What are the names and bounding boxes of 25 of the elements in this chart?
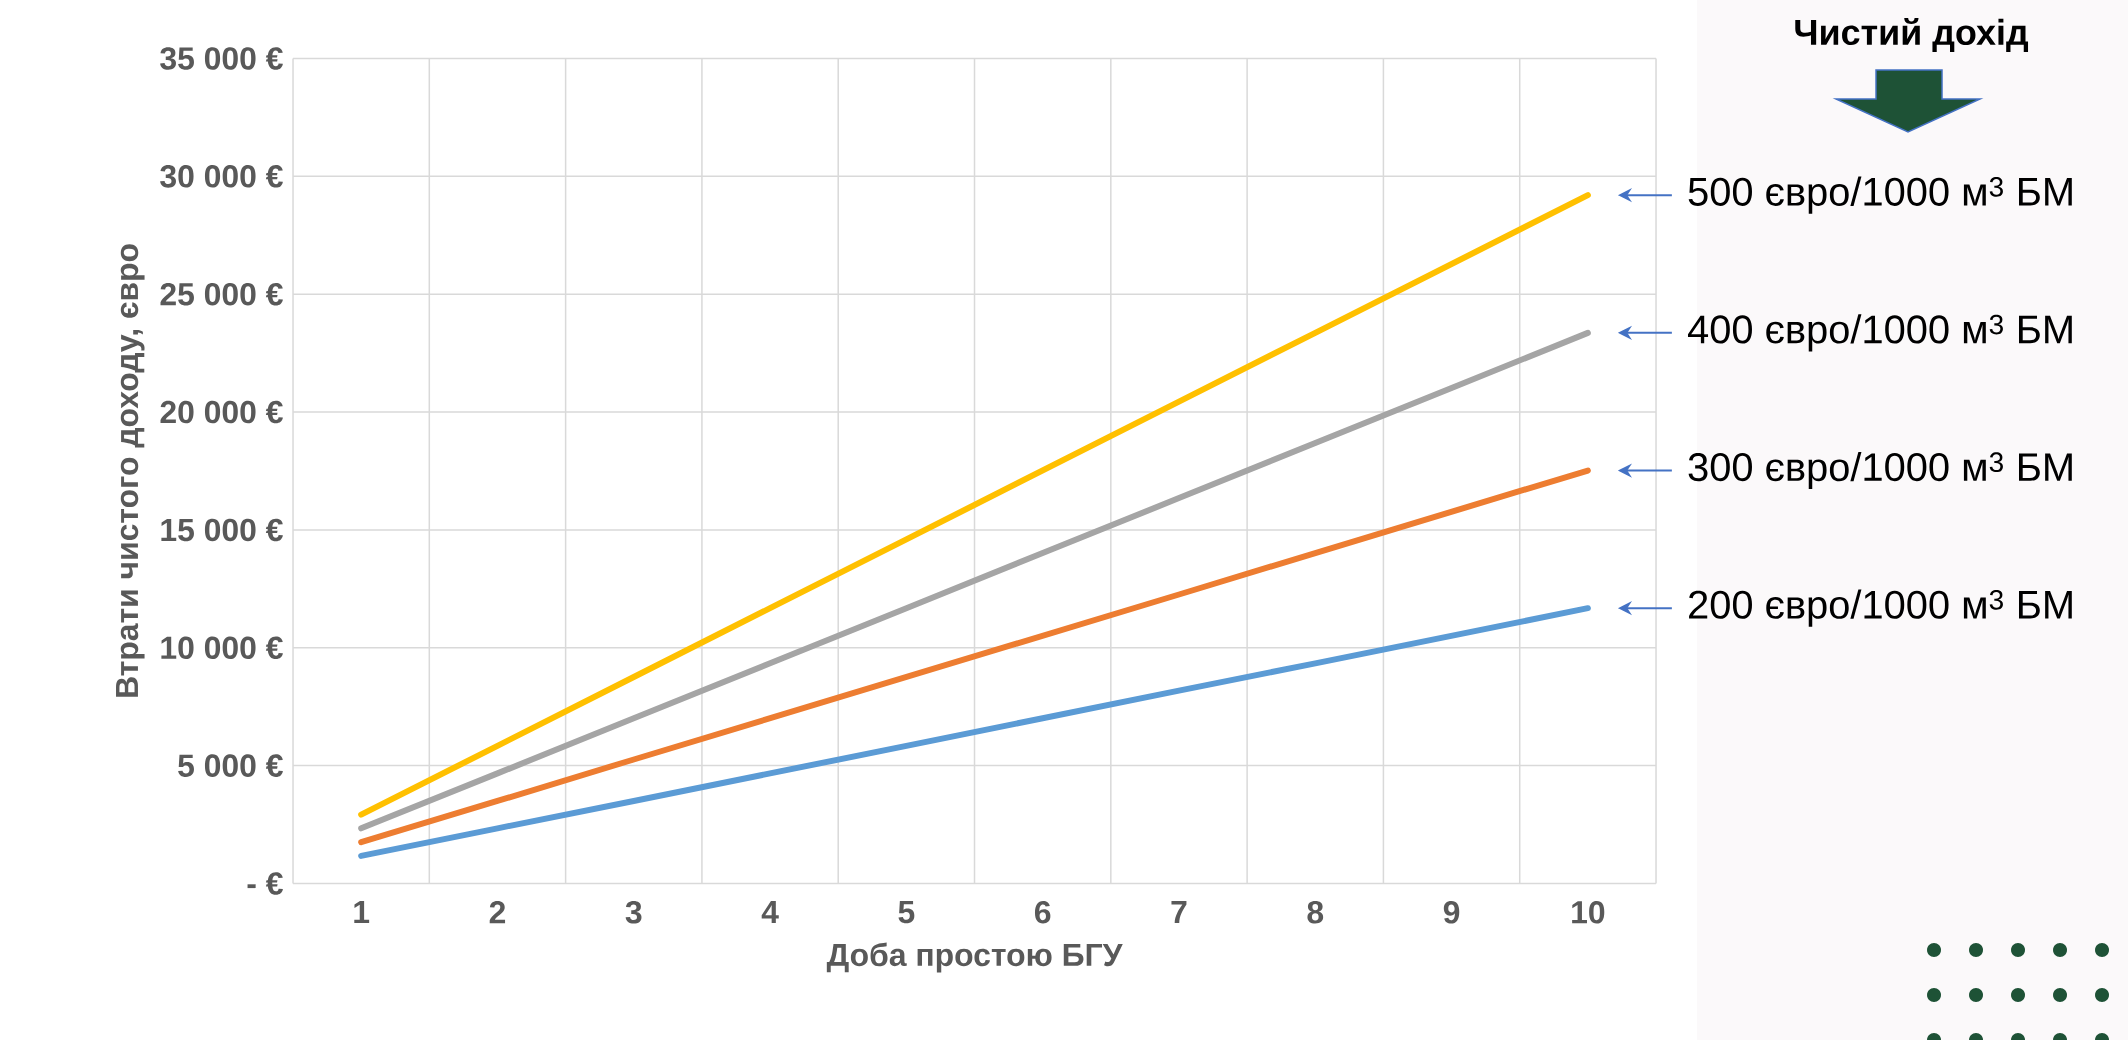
x-tick-label: 5 — [898, 901, 915, 924]
y-tick-label: 35 000 € — [160, 47, 283, 70]
y-tick-label: 15 000 € — [161, 518, 283, 542]
y-tick-label: 20 000 € — [160, 400, 283, 424]
x-axis-title: Доба простою БГУ — [826, 942, 1123, 973]
x-tick-label: 3 — [625, 901, 642, 924]
x-tick-label: 7 — [1171, 901, 1187, 923]
x-tick-label: 6 — [1034, 901, 1051, 924]
x-tick-label: 9 — [1443, 901, 1460, 924]
y-tick-label: 25 000 € — [160, 282, 283, 306]
x-tick-label: 10 — [1572, 901, 1605, 924]
x-tick-label: 2 — [489, 901, 506, 924]
x-tick-label: 8 — [1307, 901, 1324, 924]
legend-title: Чистий дохід — [1795, 18, 2029, 52]
x-tick-label: 4 — [761, 901, 779, 923]
y-tick-label: 30 000 € — [160, 165, 283, 188]
text: 400 євро/1000 м$^{3}$ БМ — [1687, 314, 2072, 352]
text: 200 євро/1000 м$^{3}$ БМ — [1689, 589, 2072, 627]
y-tick-label: 5 000 € — [178, 754, 283, 777]
x-tick-label: 1 — [354, 901, 370, 923]
y-tick-label: 10 000 € — [161, 636, 283, 660]
text: 300 євро/1000 м$^{3}$ БМ — [1688, 451, 2072, 490]
y-axis-title: Втрати чистого доходу, євро — [116, 244, 145, 697]
text: 500 євро/1000 м$^{3}$ БМ — [1688, 176, 2072, 214]
y-tick-label: - € — [247, 872, 283, 895]
